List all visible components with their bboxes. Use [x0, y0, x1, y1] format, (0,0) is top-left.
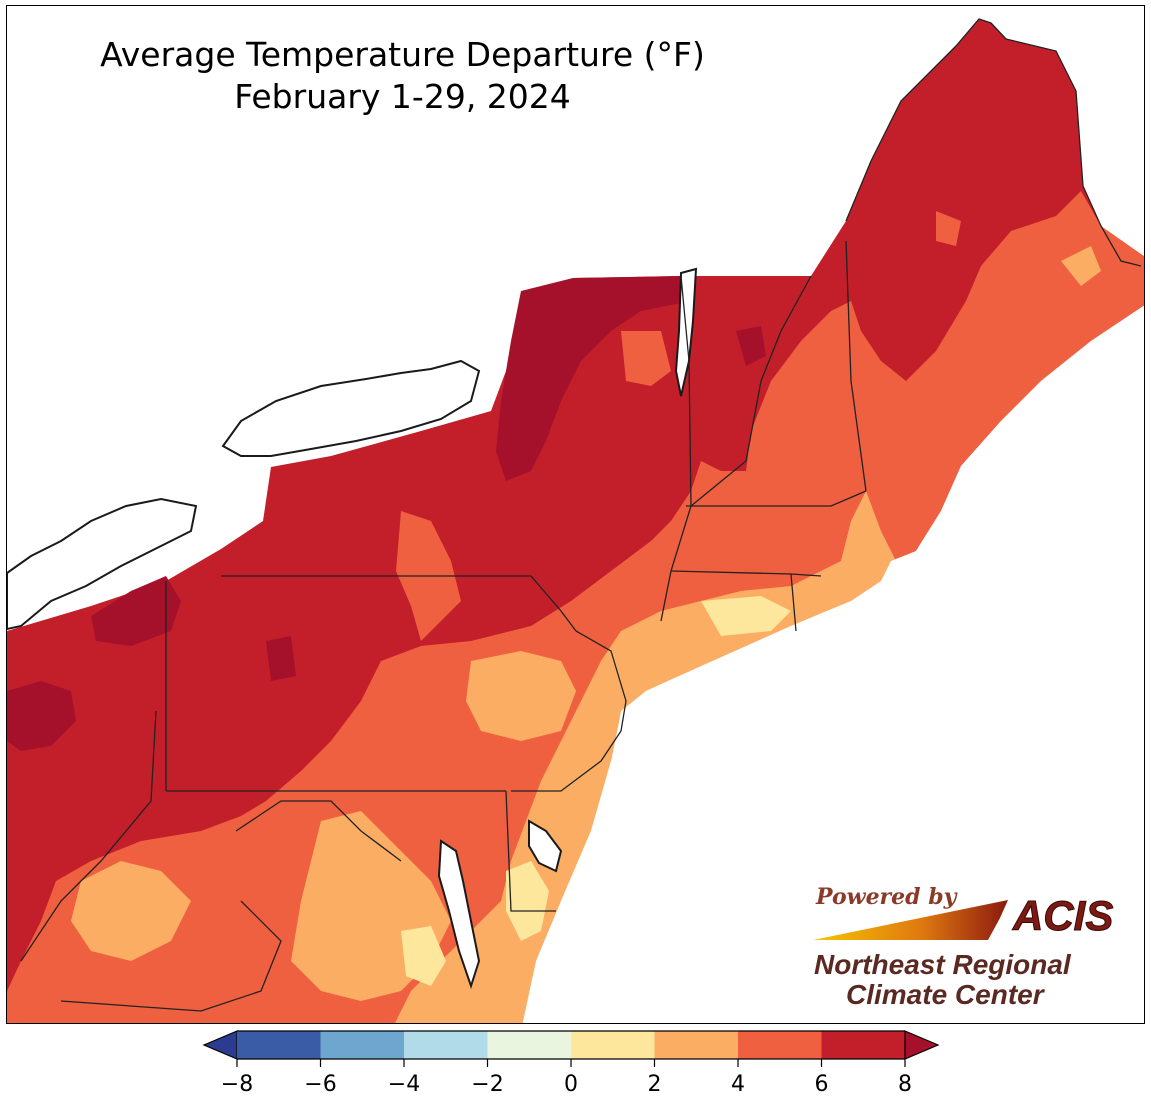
region-above-8-west-ny — [91, 576, 181, 646]
ct-ri-border — [790, 573, 797, 632]
colorbar-bin — [738, 1031, 822, 1059]
logo-org-line2: Climate Center — [846, 979, 1046, 1010]
colorbar-bin — [487, 1031, 572, 1059]
colorbar-under-arrow — [202, 1030, 238, 1060]
colorbar-bin — [404, 1031, 488, 1059]
state-boundaries — [20, 18, 1142, 1012]
region-4-to-6 — [7, 191, 1144, 1023]
region-2-to-4-me-coast — [1061, 246, 1101, 286]
region-2-to-4-wv — [71, 861, 191, 961]
region-4-to-6-ny-adk — [621, 331, 671, 386]
chesapeake-bay — [437, 839, 481, 990]
colorbar-over-arrow — [904, 1030, 940, 1060]
water-bodies — [7, 267, 1144, 1023]
colorbar-bin — [237, 1031, 321, 1059]
lake-ontario — [221, 359, 481, 457]
region-above-8-north-ny — [496, 276, 691, 481]
lake-erie — [7, 497, 198, 631]
colorbar-tick-label: −2 — [471, 1072, 503, 1097]
map-title: Average Temperature Departure (°F) — [100, 35, 705, 74]
vt-ny-border — [680, 275, 692, 507]
ma-north-border — [686, 490, 867, 507]
nrcc-acis-logo: Powered by ACIS Northeast Regional Clima… — [813, 884, 1114, 1010]
logo-swoosh — [813, 900, 1008, 940]
colorbar-tick-label: −8 — [221, 1072, 253, 1097]
map-subtitle: February 1-29, 2024 — [234, 77, 571, 116]
colorbar-tick-label: −4 — [388, 1072, 420, 1097]
colorbar-tick-label: 4 — [731, 1072, 745, 1097]
region-2-to-4-central-pa — [466, 651, 576, 741]
va-wv-border — [60, 900, 282, 1012]
ny-new-england-border — [660, 505, 692, 622]
ocean — [532, 305, 1144, 1023]
region-above-8-vt — [736, 326, 766, 366]
region-above-8-pa — [266, 636, 296, 681]
de-border — [505, 790, 556, 912]
colorbar-bin — [320, 1031, 405, 1059]
logo-org-line1: Northeast Regional — [814, 949, 1072, 980]
logo-powered-by: Powered by — [815, 884, 959, 910]
colorbar-ticks: −8 −6 −4 −2 0 2 4 6 8 — [221, 1059, 912, 1097]
delaware-bay — [528, 819, 563, 873]
map-frame — [6, 5, 1145, 1024]
oh-wv-border — [20, 710, 157, 962]
region-0-to-2-delmarva — [506, 861, 549, 941]
temperature-departure-map — [7, 18, 1144, 1023]
region-0-to-2-ct — [701, 596, 791, 636]
colorbar-bin — [654, 1031, 739, 1059]
ny-pa-border — [221, 575, 577, 632]
region-4-to-6-me-inland — [936, 211, 961, 246]
colorbar-tick-label: 6 — [815, 1072, 829, 1097]
colorbar-tick-label: 0 — [564, 1072, 578, 1097]
me-canada-border — [845, 18, 1142, 267]
colorbar-tick-label: −6 — [304, 1072, 336, 1097]
colorbar-tick-label: 8 — [898, 1072, 912, 1097]
vt-nh-border — [690, 275, 812, 507]
nj-border — [511, 630, 627, 792]
wv-md-border — [235, 800, 402, 862]
colorbar-tick-label: 2 — [648, 1072, 662, 1097]
colorbar-bins — [202, 1030, 940, 1060]
region-above-8-ohio — [7, 681, 76, 751]
colorbar-bin — [571, 1031, 655, 1059]
logo-acis: ACIS — [1012, 892, 1113, 939]
region-0-to-2-va — [401, 926, 446, 986]
colorbar: −8 −6 −4 −2 0 2 4 6 8 — [202, 1030, 940, 1097]
land-shading — [7, 19, 1144, 1023]
nh-me-border — [845, 240, 867, 492]
region-6-to-8 — [7, 19, 1144, 1023]
colorbar-bin — [821, 1031, 906, 1059]
